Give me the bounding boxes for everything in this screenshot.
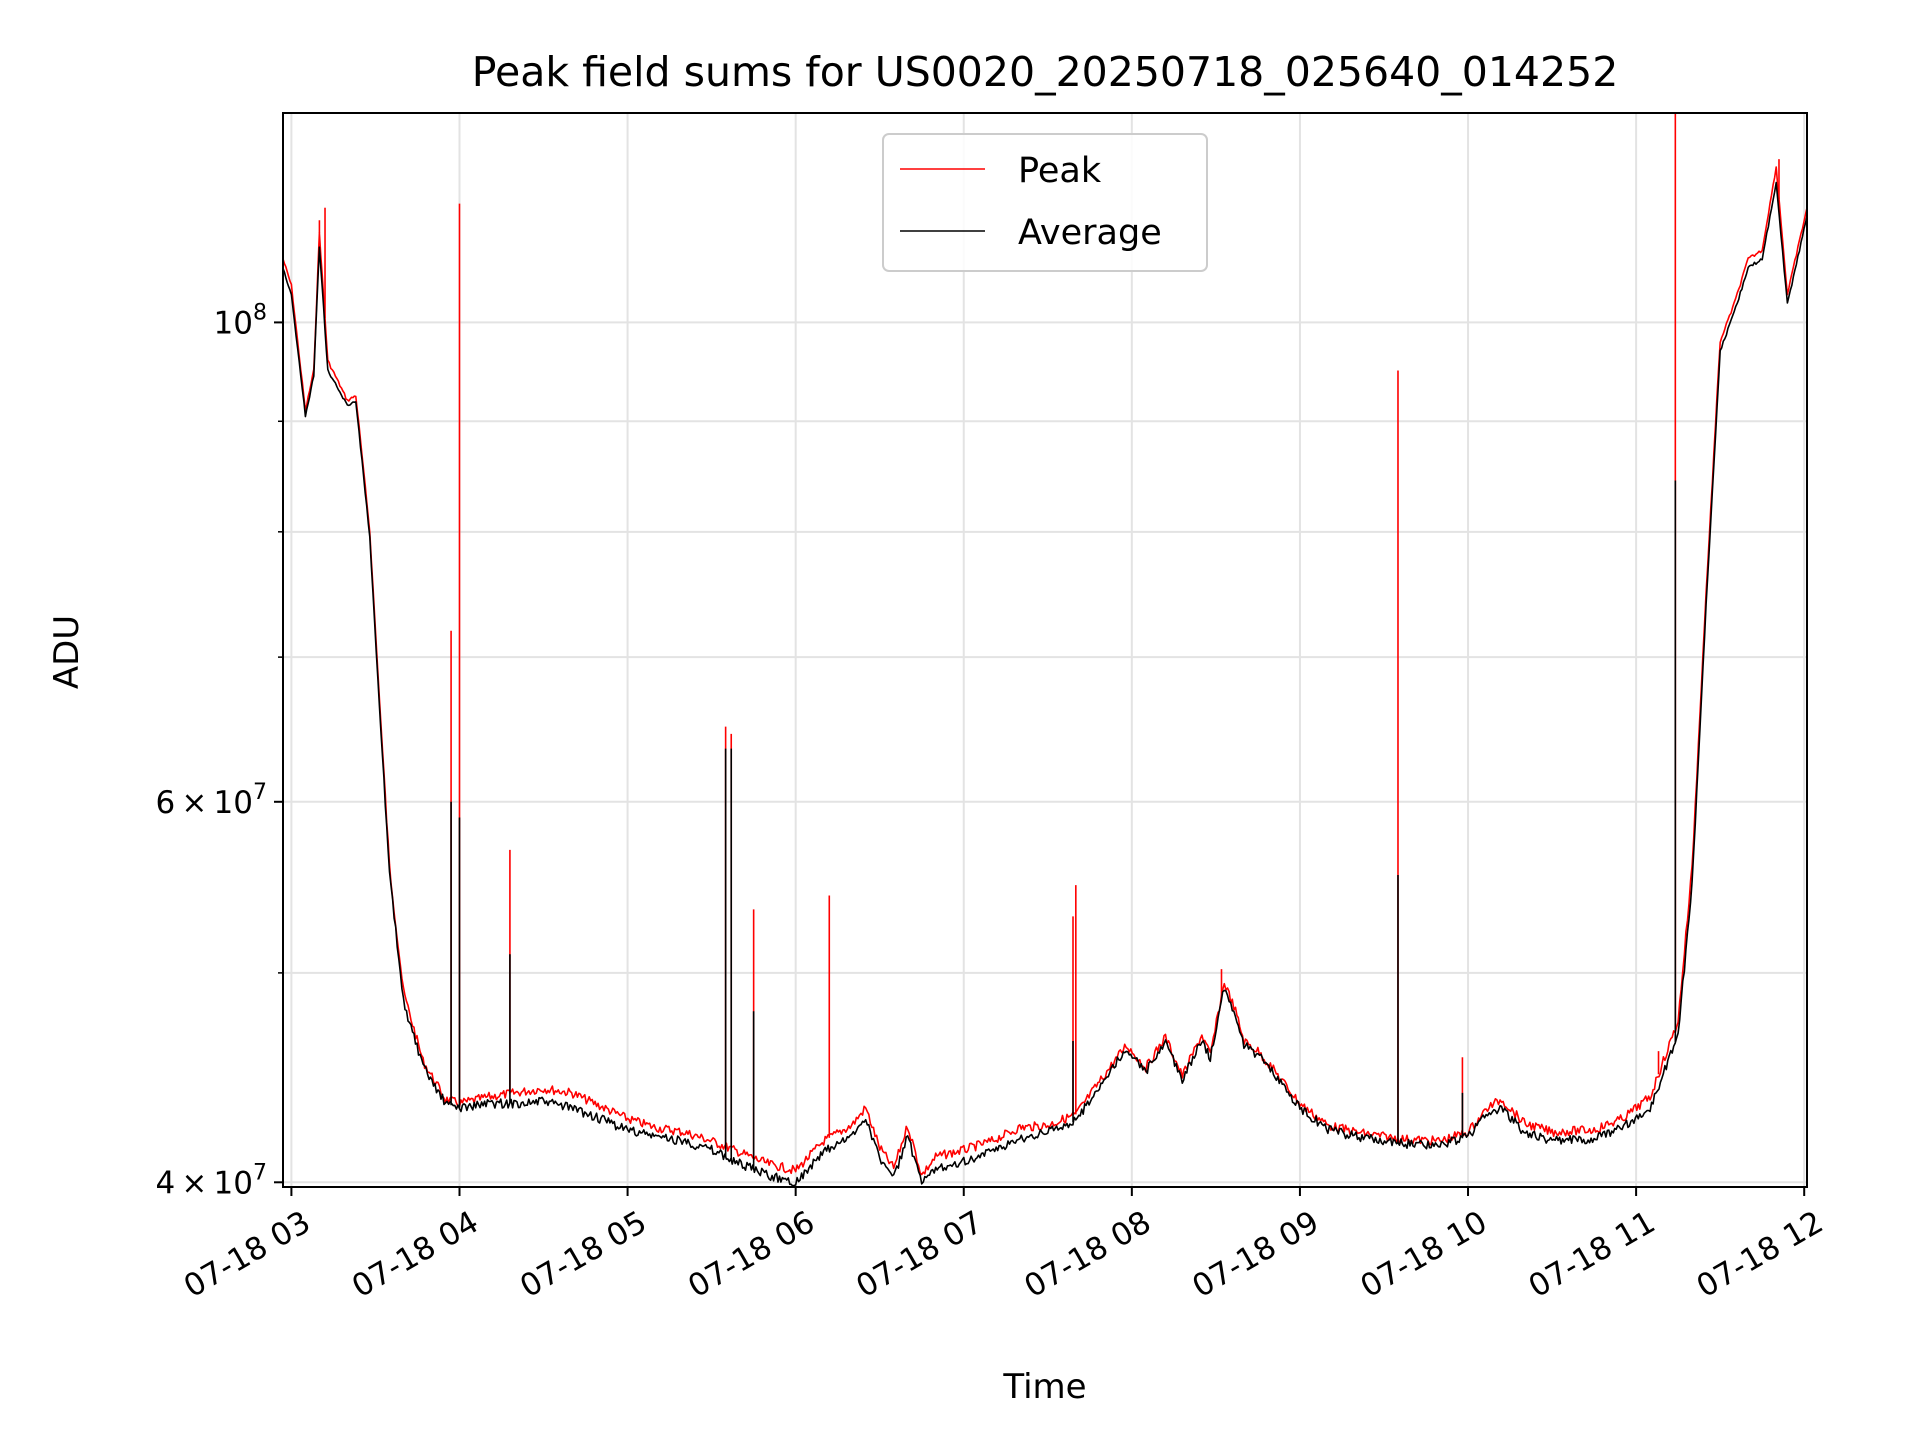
x-axis-label: Time [1002,1367,1086,1407]
y-tick-label: 4 × 107 [155,1160,267,1201]
series-average [282,181,1808,1187]
plot-frame [282,112,1808,1188]
y-tick-label: 6 × 107 [155,780,267,821]
legend: Peak Average [882,133,1208,272]
y-axis-label: ADU [47,615,87,689]
chart-title: Peak field sums for US0020_20250718_0256… [472,48,1619,96]
series-layer [282,113,1808,1187]
legend-label-average: Average [1018,213,1162,253]
series-line-peak [282,166,1808,1176]
legend-label-peak: Peak [1018,151,1102,191]
series-line-average [282,181,1808,1187]
grid [283,113,1807,1187]
